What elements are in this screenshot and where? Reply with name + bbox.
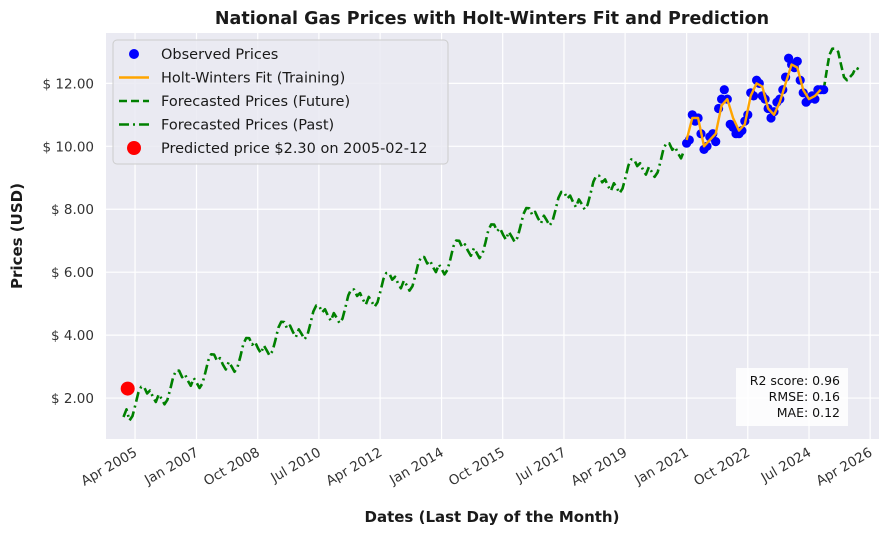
observed-point [684,135,694,145]
observed-point [711,137,721,147]
legend-marker [127,141,141,155]
observed-point [719,85,729,95]
metrics-box: R2 score: 0.96 RMSE: 0.16 MAE: 0.12 [736,368,848,426]
x-tick-label: Apr 2026 [813,445,875,490]
series-layer [120,47,860,422]
y-tick-label: $ 12.00 [42,76,94,92]
x-tick-label: Oct 2015 [446,445,508,490]
x-tick-label: Jan 2007 [141,445,201,489]
y-axis-title: Prices (USD) [8,183,26,289]
metric-rmse: RMSE: 0.16 [769,389,840,404]
metric-r2: R2 score: 0.96 [750,373,840,388]
x-tick-label: Jan 2021 [631,445,691,489]
x-tick-label: Jan 2014 [386,445,446,489]
predicted-point [120,381,135,396]
x-axis-title: Dates (Last Day of the Month) [365,508,620,526]
legend-label: Observed Prices [161,47,278,63]
y-tick-label: $ 10.00 [42,139,94,155]
x-tick-label: Apr 2012 [323,445,385,490]
legend-marker [129,49,139,59]
x-tick-label: Oct 2008 [201,445,263,490]
x-tick-label: Jul 2010 [267,445,323,487]
legend-label: Forecasted Prices (Future) [161,94,350,110]
observed-point [792,56,802,66]
metric-mae: MAE: 0.12 [777,405,840,420]
legend-item: Forecasted Prices (Past) [119,118,334,134]
x-tick-label: Apr 2019 [568,445,630,490]
chart-title: National Gas Prices with Holt-Winters Fi… [215,9,769,29]
holt-winters-fit-line [685,63,822,148]
legend: Observed Prices Holt-Winters Fit (Trainin… [112,39,449,165]
x-tick-label: Apr 2005 [78,445,140,490]
x-tick-labels: Apr 2005 Jan 2007 Oct 2008 Jul 2010 Apr 2012… [78,445,875,490]
metrics-background [736,368,848,426]
y-tick-labels: $ 2.00 $ 4.00 $ 6.00 $ 8.00 $ 10.00 $ 12.00 [42,76,94,407]
y-tick-label: $ 6.00 [51,265,94,281]
legend-item: Holt-Winters Fit (Training) [119,71,345,87]
x-tick-label: Jul 2024 [758,445,814,487]
legend-label: Forecasted Prices (Past) [161,118,334,134]
observed-point [819,85,829,95]
legend-item: Predicted price $2.30 on 2005-02-12 [127,141,427,157]
legend-label: Predicted price $2.30 on 2005-02-12 [161,141,427,157]
y-tick-label: $ 2.00 [51,391,94,407]
x-tick-label: Jul 2017 [513,445,569,487]
legend-box [112,39,449,165]
forecast-future-line [822,47,860,90]
legend-item: Forecasted Prices (Future) [119,94,350,110]
legend-item: Observed Prices [129,47,278,63]
x-tick-label: Oct 2022 [691,445,753,490]
legend-label: Holt-Winters Fit (Training) [161,71,345,87]
y-tick-label: $ 4.00 [51,328,94,344]
y-tick-label: $ 8.00 [51,202,94,218]
